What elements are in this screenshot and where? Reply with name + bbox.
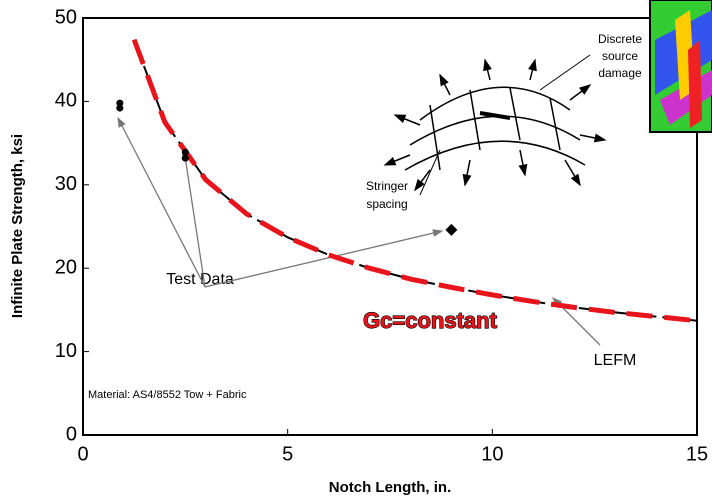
x-tick-label: 15 (686, 443, 708, 465)
damage-label: Discrete (598, 32, 642, 46)
x-tick-label: 0 (77, 443, 88, 465)
x-axis-label: Notch Length, in. (329, 479, 451, 496)
point (445, 223, 458, 236)
damage-label: source (602, 49, 638, 63)
test-data-label: Test Data (166, 271, 234, 288)
stringer-label: Stringer (366, 179, 408, 193)
y-tick-label: 0 (66, 423, 77, 445)
gc-label: Gc=constant (363, 308, 498, 333)
plot-frame (82, 17, 698, 436)
point (181, 154, 189, 162)
y-tick-label: 50 (55, 6, 77, 28)
lefm-curve (131, 38, 698, 324)
point (181, 148, 189, 156)
inset-image (649, 0, 712, 133)
point (116, 99, 124, 107)
point (116, 104, 124, 112)
stringer-label: spacing (366, 197, 407, 211)
damage-label: damage (598, 66, 642, 80)
y-tick-label: 30 (55, 173, 77, 195)
y-tick-label: 40 (55, 90, 77, 112)
material-label: Material: AS4/8552 Tow + Fabric (88, 389, 247, 401)
y-tick-label: 10 (55, 340, 77, 362)
panel-sketch (383, 54, 607, 196)
x-tick-label: 10 (481, 443, 503, 465)
y-tick-label: 20 (55, 256, 77, 278)
test-data-arrows (117, 116, 601, 346)
lefm-label: LEFM (594, 352, 637, 369)
x-tick-label: 5 (282, 443, 293, 465)
y-axis-label: Infinite Plate Strength, ksi (9, 134, 26, 318)
